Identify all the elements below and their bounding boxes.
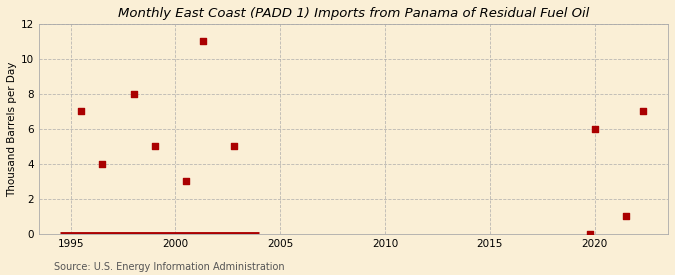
Point <box>97 162 107 166</box>
Point <box>621 214 632 219</box>
Point <box>76 109 86 114</box>
Text: Source: U.S. Energy Information Administration: Source: U.S. Energy Information Administ… <box>54 262 285 272</box>
Point <box>149 144 160 148</box>
Point <box>180 179 191 184</box>
Point <box>128 92 139 96</box>
Point <box>585 232 596 236</box>
Y-axis label: Thousand Barrels per Day: Thousand Barrels per Day <box>7 61 17 197</box>
Point <box>589 127 600 131</box>
Point <box>197 39 208 44</box>
Point <box>229 144 240 148</box>
Point <box>637 109 648 114</box>
Title: Monthly East Coast (PADD 1) Imports from Panama of Residual Fuel Oil: Monthly East Coast (PADD 1) Imports from… <box>118 7 589 20</box>
